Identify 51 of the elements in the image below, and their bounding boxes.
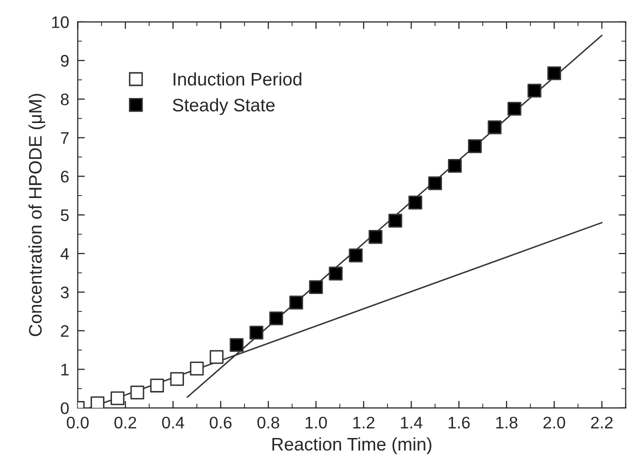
y-tick-label: 10 bbox=[52, 16, 69, 28]
y-tick-label: 1 bbox=[61, 364, 69, 376]
x-tick-label: 1.4 bbox=[400, 416, 422, 428]
point bbox=[448, 158, 462, 173]
point bbox=[250, 326, 264, 340]
y-tick-label: 9 bbox=[60, 54, 69, 67]
y-tick-label: 2 bbox=[60, 325, 69, 337]
point bbox=[348, 248, 363, 262]
x-tick-label: 1.0 bbox=[306, 416, 327, 429]
point bbox=[508, 102, 522, 116]
point bbox=[230, 338, 244, 352]
y-tick-label: 4 bbox=[60, 248, 69, 260]
point bbox=[309, 280, 323, 294]
x-tick-label: 0.0 bbox=[66, 416, 89, 429]
point bbox=[328, 266, 343, 280]
point bbox=[130, 386, 144, 400]
x-tick-label: 0.6 bbox=[210, 416, 232, 429]
legend-label: Induction Period bbox=[174, 72, 302, 86]
point bbox=[408, 196, 422, 210]
x-tick-label: 0.2 bbox=[114, 416, 136, 429]
point bbox=[269, 311, 284, 326]
x-tick-label: 0.8 bbox=[257, 416, 280, 429]
y-tick-label: 8 bbox=[60, 94, 69, 106]
point bbox=[528, 84, 542, 98]
x-tick-label: 1.2 bbox=[353, 416, 374, 428]
y-tick-label: 7 bbox=[60, 132, 69, 144]
point bbox=[289, 296, 304, 310]
y-tick-label: 0 bbox=[60, 402, 69, 414]
point bbox=[170, 372, 184, 386]
y-tick-label: 6 bbox=[60, 170, 69, 183]
x-tick-label: 0.4 bbox=[162, 416, 184, 429]
point bbox=[468, 139, 482, 154]
point bbox=[547, 66, 562, 80]
x-tick-label: 1.6 bbox=[448, 416, 470, 429]
point bbox=[90, 396, 104, 408]
point bbox=[210, 350, 224, 364]
point bbox=[388, 214, 402, 228]
y-axis-title: Concentration of HPODE (μM) bbox=[28, 94, 46, 336]
point bbox=[110, 391, 124, 406]
point bbox=[150, 378, 164, 392]
x-axis-title: Reaction Time (min) bbox=[272, 437, 432, 454]
x-tick-label: 2.2 bbox=[591, 416, 613, 428]
x-tick-label: 1.8 bbox=[496, 416, 518, 429]
y-tick-label: 3 bbox=[60, 286, 69, 298]
point bbox=[190, 362, 204, 376]
point bbox=[428, 176, 442, 190]
x-tick-label: 2.0 bbox=[543, 416, 566, 429]
legend-label: Steady State bbox=[172, 98, 275, 116]
point bbox=[368, 230, 382, 244]
y-tick-label: 5 bbox=[60, 209, 69, 222]
point bbox=[488, 120, 502, 134]
